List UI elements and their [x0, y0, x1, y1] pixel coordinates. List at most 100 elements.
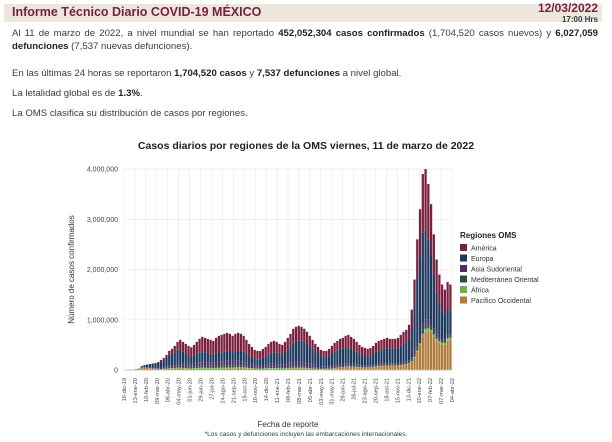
- bar-segment: [388, 348, 391, 364]
- bar-segment: [292, 342, 295, 362]
- bar-segment: [435, 341, 438, 370]
- bar-segment: [294, 326, 298, 342]
- bar-segment: [231, 365, 234, 368]
- bar-segment: [305, 331, 309, 344]
- bar-segment: [190, 366, 193, 369]
- bar-segment: [225, 367, 229, 369]
- bar-segment: [168, 367, 171, 369]
- bar-segment: [377, 366, 380, 370]
- bar-segment: [350, 348, 353, 364]
- bar-segment: [347, 347, 350, 364]
- bar-segment: [385, 364, 389, 366]
- bar-segment: [385, 337, 389, 349]
- bar-segment: [187, 355, 190, 365]
- bar-segment: [176, 368, 179, 370]
- bar-segment: [283, 351, 287, 365]
- bar-segment: [322, 369, 325, 370]
- bar-segment: [391, 365, 394, 370]
- bar-segment: [325, 350, 328, 357]
- bar-segment: [358, 344, 361, 354]
- bar-segment: [416, 350, 419, 352]
- summary-paragraph: Al 11 de marzo de 2022, a nivel mundial …: [12, 28, 598, 52]
- bar-segment: [195, 353, 198, 363]
- bar-segment: [245, 368, 248, 370]
- bar-segment: [350, 365, 353, 367]
- new-cases: 1,704,520 casos: [174, 68, 247, 79]
- x-axis-label: Fecha de reporte: [258, 420, 319, 429]
- bar-segment: [179, 368, 182, 370]
- bar-segment: [391, 363, 394, 365]
- bar-segment: [209, 368, 212, 370]
- bar-segment: [203, 365, 207, 368]
- bar-segment: [259, 368, 262, 370]
- bar-segment: [446, 340, 449, 370]
- bar-segment: [369, 367, 372, 370]
- bar-segment: [228, 351, 231, 361]
- bar-segment: [308, 335, 311, 347]
- bar-segment: [198, 368, 201, 370]
- bar-segment: [308, 366, 311, 369]
- bar-segment: [203, 368, 207, 370]
- bar-segment: [407, 360, 411, 363]
- bar-segment: [272, 368, 276, 370]
- bar-segment: [338, 364, 342, 367]
- bar-segment: [410, 309, 413, 329]
- bar-segment: [336, 340, 339, 351]
- bar-segment: [336, 364, 339, 367]
- bar-segment: [225, 365, 229, 368]
- bar-segment: [242, 365, 245, 368]
- bar-segment: [361, 367, 364, 370]
- bar-segment: [300, 361, 303, 366]
- bar-segment: [212, 354, 215, 363]
- bar-segment: [209, 353, 212, 363]
- x-tick-label: 31-may-21: [330, 378, 336, 405]
- bar-segment: [239, 367, 243, 369]
- x-tick-label: 10-feb-20: [144, 378, 150, 402]
- bar-segment: [338, 349, 342, 365]
- bar-segment: [181, 368, 185, 370]
- bar-segment: [305, 343, 309, 364]
- bar-segment: [220, 367, 223, 369]
- bar-segment: [234, 365, 237, 368]
- bar-segment: [162, 368, 165, 369]
- bar-segment: [267, 363, 270, 367]
- bar-segment: [446, 338, 449, 341]
- bar-segment: [374, 366, 378, 370]
- legend-entry: América: [471, 246, 497, 253]
- bar-segment: [358, 353, 361, 365]
- bar-segment: [223, 351, 226, 361]
- bar-segment: [176, 365, 179, 368]
- bar-segment: [372, 366, 375, 367]
- bar-segment: [195, 362, 198, 366]
- bar-segment: [435, 336, 438, 339]
- y-axis-label: Número de casos confirmados: [67, 215, 76, 324]
- new-deaths: 7,537 defunciones: [256, 68, 341, 79]
- bar-segment: [261, 368, 265, 369]
- bar-segment: [440, 284, 444, 311]
- x-tick-label: 20-sep-21: [373, 378, 379, 403]
- bar-segment: [209, 339, 212, 354]
- bar-segment: [418, 209, 422, 258]
- bar-segment: [341, 365, 345, 368]
- bar-segment: [438, 341, 441, 344]
- bar-segment: [220, 361, 223, 366]
- bar-segment: [181, 363, 185, 366]
- chart-bars: [129, 169, 452, 370]
- bar-segment: [201, 336, 204, 352]
- bar-segment: [223, 360, 226, 366]
- bar-segment: [173, 367, 176, 369]
- bar-segment: [297, 340, 300, 362]
- bar-segment: [405, 329, 408, 343]
- bar-segment: [369, 355, 372, 366]
- bar-segment: [187, 368, 190, 369]
- bar-segment: [396, 364, 400, 366]
- bar-segment: [341, 363, 345, 366]
- bar-segment: [380, 349, 383, 364]
- total-deaths: 6,027,059 defunciones: [12, 28, 598, 52]
- bar-segment: [407, 362, 411, 364]
- bar-segment: [421, 333, 424, 337]
- bar-segment: [355, 365, 358, 367]
- bar-segment: [325, 356, 328, 367]
- bar-segment: [416, 351, 419, 370]
- x-tick-label: 01-jun-20: [188, 378, 194, 402]
